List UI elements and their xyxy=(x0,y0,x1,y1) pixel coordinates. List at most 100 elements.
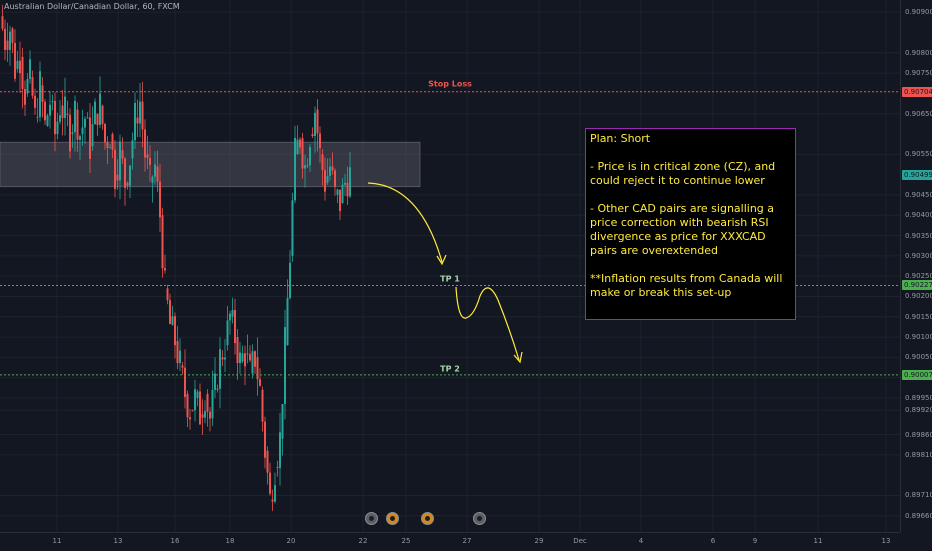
candle-body xyxy=(246,353,249,355)
candle-body xyxy=(159,181,161,218)
candle-body xyxy=(131,140,134,159)
candle-body xyxy=(271,499,274,502)
price-tick-label: 0.90050 xyxy=(905,353,932,362)
candle-body xyxy=(189,417,191,420)
projection-arrow-1 xyxy=(367,182,443,263)
candle-body xyxy=(319,133,321,149)
candle-body xyxy=(21,56,24,89)
candle-body xyxy=(256,357,259,380)
candle-body xyxy=(269,472,271,494)
arrow-head-icon xyxy=(436,254,447,266)
candle-body xyxy=(74,100,76,133)
candle-body xyxy=(349,167,351,197)
time-axis[interactable]: 11 13 16 18 20 22 25 27 29 Dec 4 6 9 11 13 xyxy=(0,532,900,551)
event-marker-icon[interactable] xyxy=(421,512,434,525)
stop-loss-label: Stop Loss xyxy=(428,79,472,89)
price-chart[interactable]: Australian Dollar/Canadian Dollar, 60, F… xyxy=(0,0,900,532)
candle-body xyxy=(224,357,226,360)
candle-body xyxy=(264,421,266,458)
candle-body xyxy=(156,166,159,182)
time-tick-label: 13 xyxy=(113,537,123,545)
candle-body xyxy=(301,138,304,169)
candle-body xyxy=(241,353,244,362)
event-marker-icon[interactable] xyxy=(365,512,378,525)
candle-body xyxy=(6,40,9,50)
candle-body xyxy=(249,354,251,361)
candle-body xyxy=(126,182,129,186)
tp1-label: TP 1 xyxy=(440,274,460,284)
candle-body xyxy=(199,391,201,425)
time-tick-label: 25 xyxy=(401,537,411,545)
candle-body xyxy=(124,158,126,188)
price-tick-label: 0.90100 xyxy=(905,333,932,342)
price-tick-label: 0.90300 xyxy=(905,251,932,260)
candle-body xyxy=(149,158,151,165)
candle-body xyxy=(239,352,241,363)
candle-body xyxy=(39,71,41,117)
symbol-title: Australian Dollar/Canadian Dollar, 60, F… xyxy=(4,2,180,11)
candle-body xyxy=(284,327,286,405)
candle-body xyxy=(99,93,101,125)
trade-plan-note[interactable]: Plan: Short - Price is in critical zone … xyxy=(585,128,796,320)
tp2-label: TP 2 xyxy=(440,364,460,374)
price-tick-label: 0.89660 xyxy=(905,511,932,520)
candle-body xyxy=(144,129,146,158)
candle-body xyxy=(49,104,51,116)
candle-body xyxy=(64,96,66,119)
event-marker-icon[interactable] xyxy=(386,512,399,525)
candle-body xyxy=(321,154,324,170)
candle-body xyxy=(101,105,104,125)
candle-body xyxy=(14,42,16,79)
candle-body xyxy=(276,467,279,469)
price-tag: 0.90227 xyxy=(902,280,932,291)
candle-body xyxy=(314,112,316,136)
candle-body xyxy=(76,109,79,140)
candle-body xyxy=(286,297,289,346)
price-axis[interactable]: 0.90900 0.90800 0.90750 0.90650 0.90550 0.904… xyxy=(900,0,932,532)
price-tick-label: 0.89920 xyxy=(905,406,932,415)
event-marker-icon[interactable] xyxy=(473,512,486,525)
price-tick-label: 0.90150 xyxy=(905,312,932,321)
candle-body xyxy=(336,189,339,195)
candle-body xyxy=(151,176,154,183)
candle-body xyxy=(51,101,54,103)
time-tick-label: 9 xyxy=(752,537,758,545)
projection-arrow-2 xyxy=(455,286,520,361)
candle-body xyxy=(261,389,264,422)
candle-body xyxy=(169,300,171,324)
candle-body xyxy=(86,117,89,119)
candle-body xyxy=(216,388,219,390)
candle-body xyxy=(81,127,84,135)
candle-body xyxy=(129,165,131,186)
candle-body xyxy=(231,310,234,317)
candle-body xyxy=(326,176,329,183)
candle-body xyxy=(146,154,149,159)
candle-body xyxy=(194,389,196,411)
candle-body xyxy=(201,414,204,418)
price-tick-label: 0.90750 xyxy=(905,69,932,78)
candle-body xyxy=(41,85,44,102)
time-tick-label: 20 xyxy=(286,537,296,545)
candle-body xyxy=(221,357,224,360)
candle-body xyxy=(79,136,81,140)
candle-body xyxy=(329,166,331,177)
price-tag: 0.90499 xyxy=(902,170,932,181)
candle-body xyxy=(56,121,59,135)
time-tick-label: 16 xyxy=(170,537,180,545)
price-tick-label: 0.90200 xyxy=(905,292,932,301)
price-tag: 0.90007 xyxy=(902,369,932,380)
time-tick-label: 11 xyxy=(813,537,823,545)
price-tick-label: 0.90400 xyxy=(905,211,932,220)
candle-body xyxy=(244,353,246,367)
candle-body xyxy=(19,60,21,74)
candle-body xyxy=(106,142,109,148)
candle-body xyxy=(339,189,341,211)
time-tick-label: 4 xyxy=(638,537,644,545)
candle-body xyxy=(179,350,181,364)
price-tag: 0.90704 xyxy=(902,86,932,97)
candle-body xyxy=(266,450,269,473)
candle-body xyxy=(289,262,291,298)
price-tick-label: 0.90450 xyxy=(905,190,932,199)
candle-body xyxy=(331,166,334,171)
candle-body xyxy=(9,31,11,50)
